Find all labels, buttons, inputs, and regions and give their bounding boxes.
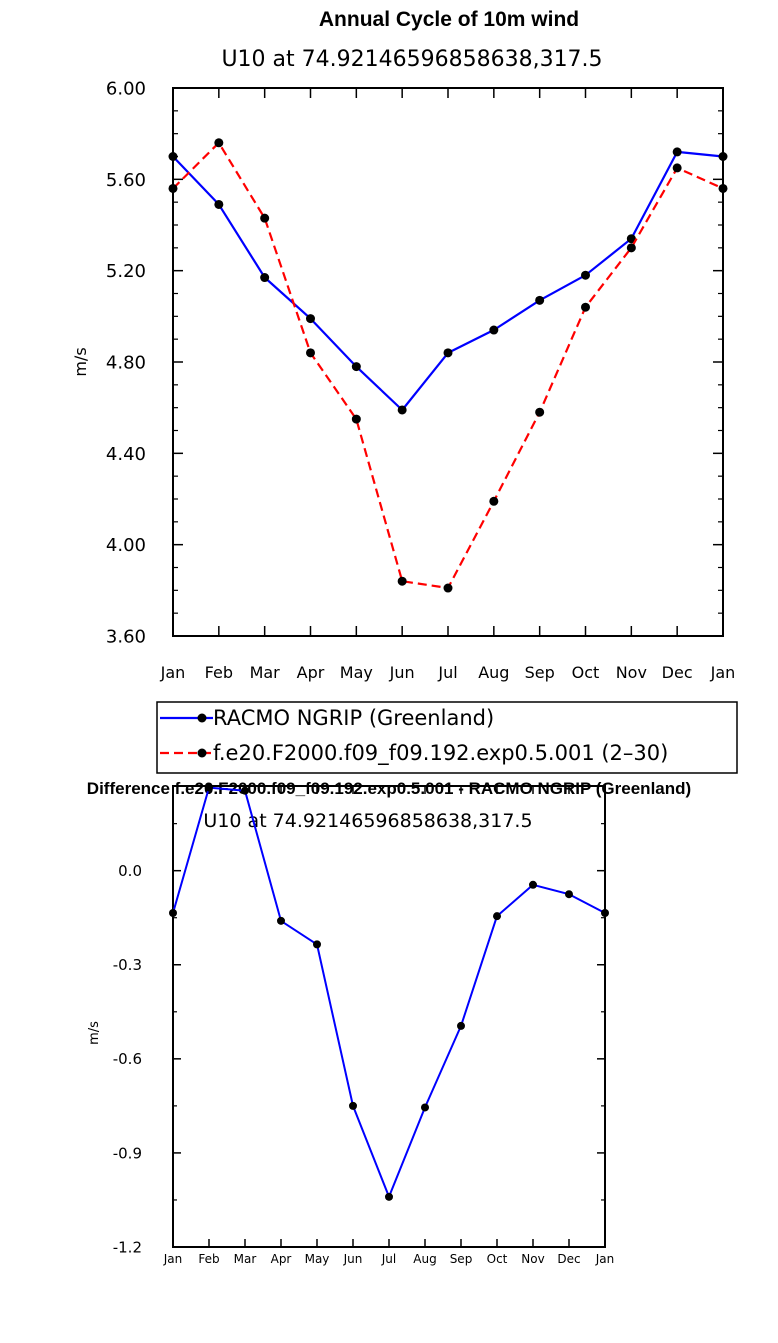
data-point bbox=[306, 314, 315, 324]
legend-marker bbox=[197, 748, 207, 758]
data-point bbox=[306, 348, 315, 358]
x-tick-label: Jan bbox=[163, 1252, 183, 1266]
legend-label: RACMO NGRIP (Greenland) bbox=[213, 706, 494, 730]
y-tick-label: -0.6 bbox=[113, 1050, 142, 1068]
data-point bbox=[443, 348, 453, 358]
x-tick-label: Nov bbox=[521, 1252, 544, 1266]
data-point bbox=[397, 576, 407, 586]
data-point bbox=[718, 183, 728, 193]
data-point bbox=[672, 147, 682, 157]
data-point bbox=[260, 213, 270, 223]
y-tick-label: 5.20 bbox=[106, 261, 146, 282]
y-tick-label: 4.80 bbox=[106, 352, 146, 373]
data-point bbox=[601, 909, 609, 918]
data-point bbox=[421, 1103, 429, 1112]
data-point bbox=[493, 912, 501, 921]
y-axis-label: m/s bbox=[71, 347, 90, 376]
data-point bbox=[277, 916, 285, 925]
x-tick-label: Jul bbox=[437, 663, 457, 682]
y-tick-label: 3.60 bbox=[106, 626, 146, 647]
x-tick-label: Mar bbox=[250, 663, 281, 682]
y-tick-label: -0.9 bbox=[113, 1144, 142, 1162]
legend: RACMO NGRIP (Greenland) f.e20.F2000.f09_f… bbox=[156, 701, 738, 774]
data-point bbox=[443, 583, 453, 593]
data-point bbox=[397, 405, 407, 415]
x-tick-label: Jun bbox=[389, 663, 415, 682]
data-point bbox=[313, 940, 321, 949]
x-tick-label: May bbox=[305, 1252, 330, 1266]
x-tick-label: Jan bbox=[710, 663, 736, 682]
difference-chart: Difference f.e20.F2000.f09_f09.192.exp0.… bbox=[87, 779, 691, 1266]
data-point bbox=[626, 243, 636, 253]
x-tick-label: Sep bbox=[450, 1252, 473, 1266]
y-tick-label: 4.40 bbox=[106, 444, 146, 465]
x-tick-label: Jan bbox=[160, 663, 186, 682]
x-tick-label: Feb bbox=[198, 1252, 219, 1266]
x-tick-label: Apr bbox=[271, 1252, 292, 1266]
data-point bbox=[214, 138, 224, 148]
data-point bbox=[718, 152, 728, 161]
data-point bbox=[168, 152, 178, 161]
y-tick-label: 6.00 bbox=[106, 78, 146, 99]
x-tick-label: Aug bbox=[413, 1252, 436, 1266]
x-tick-label: Dec bbox=[557, 1252, 580, 1266]
data-point bbox=[535, 295, 545, 305]
data-point bbox=[581, 270, 590, 280]
y-tick-label: 4.00 bbox=[106, 535, 146, 556]
data-point bbox=[535, 407, 545, 417]
data-point bbox=[351, 414, 361, 424]
x-tick-label: May bbox=[340, 663, 373, 682]
legend-marker bbox=[197, 713, 207, 723]
data-point bbox=[489, 325, 499, 335]
series-line bbox=[172, 786, 606, 1198]
data-point bbox=[168, 183, 178, 193]
x-tick-label: Mar bbox=[234, 1252, 257, 1266]
chart-subtitle: U10 at 74.92146596858638,317.5 bbox=[221, 47, 602, 72]
data-point bbox=[489, 496, 499, 506]
annual-cycle-chart: Annual Cycle of 10m wind U10 at 74.92146… bbox=[71, 8, 738, 774]
data-point bbox=[385, 1192, 393, 1201]
legend-label: f.e20.F2000.f09_f09.192.exp0.5.001 (2–30… bbox=[213, 741, 668, 766]
x-tick-label: Sep bbox=[525, 663, 555, 682]
x-tick-label: Jul bbox=[381, 1252, 396, 1266]
x-tick-label: Apr bbox=[297, 663, 325, 682]
data-point bbox=[626, 234, 636, 244]
data-point bbox=[169, 909, 177, 918]
x-tick-label: Jun bbox=[343, 1252, 363, 1266]
series-line bbox=[172, 141, 724, 590]
data-point bbox=[205, 783, 213, 792]
chart-title: Annual Cycle of 10m wind bbox=[319, 8, 579, 31]
x-tick-label: Feb bbox=[205, 663, 233, 682]
data-point bbox=[260, 273, 270, 283]
plot-frame bbox=[172, 87, 724, 637]
data-point bbox=[672, 163, 682, 173]
x-tick-label: Jan bbox=[595, 1252, 615, 1266]
data-point bbox=[457, 1021, 465, 1030]
data-point bbox=[351, 362, 361, 372]
y-axis-label: m/s bbox=[87, 1021, 102, 1045]
data-point bbox=[565, 890, 573, 899]
x-tick-label: Aug bbox=[478, 663, 509, 682]
data-point bbox=[214, 199, 224, 209]
data-point bbox=[529, 880, 537, 889]
x-tick-label: Dec bbox=[662, 663, 693, 682]
x-tick-label: Oct bbox=[487, 1252, 508, 1266]
y-tick-label: -0.3 bbox=[113, 956, 142, 974]
plot-frame bbox=[172, 785, 606, 1248]
series-line bbox=[172, 150, 724, 412]
legend-box bbox=[156, 701, 738, 774]
x-tick-label: Oct bbox=[572, 663, 600, 682]
data-point bbox=[581, 302, 590, 312]
chart-subtitle: U10 at 74.92146596858638,317.5 bbox=[203, 810, 532, 832]
y-tick-label: 5.60 bbox=[106, 170, 146, 191]
data-point bbox=[349, 1101, 357, 1110]
x-tick-label: Nov bbox=[616, 663, 647, 682]
y-tick-label: -1.2 bbox=[113, 1238, 142, 1256]
y-tick-label: 0.0 bbox=[118, 862, 142, 880]
data-point bbox=[241, 786, 249, 795]
